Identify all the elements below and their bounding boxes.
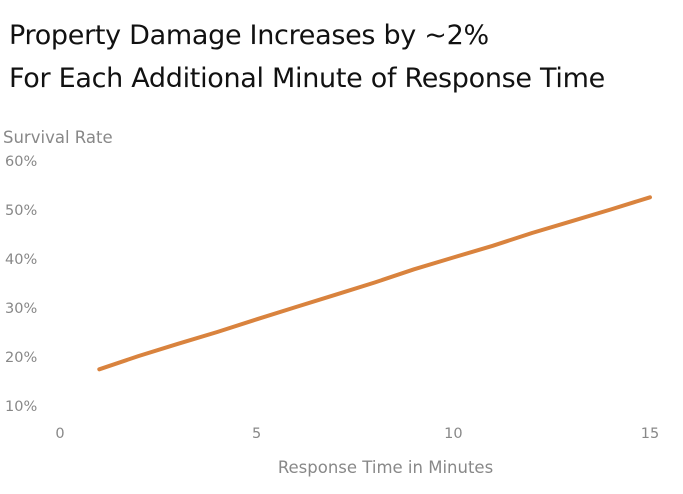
chart-title-line-2: For Each Additional Minute of Response T… — [9, 63, 605, 94]
y-tick-label: 20% — [5, 350, 37, 366]
y-axis-label: Survival Rate — [3, 128, 113, 147]
chart-title: Property Damage Increases by ~2% For Eac… — [9, 14, 679, 100]
series-line — [97, 195, 652, 372]
y-tick-label: 40% — [5, 252, 37, 268]
x-tick-label: 5 — [252, 426, 261, 442]
x-tick-label: 0 — [55, 426, 64, 442]
x-axis-label: Response Time in Minutes — [277, 458, 494, 477]
y-tick-label: 50% — [5, 203, 37, 219]
chart-title-line-1: Property Damage Increases by ~2% — [9, 20, 489, 51]
x-tick-label: 10 — [444, 426, 462, 442]
y-tick-label: 60% — [5, 154, 37, 170]
x-tick-label: 15 — [641, 426, 659, 442]
y-tick-label: 10% — [5, 399, 37, 415]
y-tick-label: 30% — [5, 301, 37, 317]
